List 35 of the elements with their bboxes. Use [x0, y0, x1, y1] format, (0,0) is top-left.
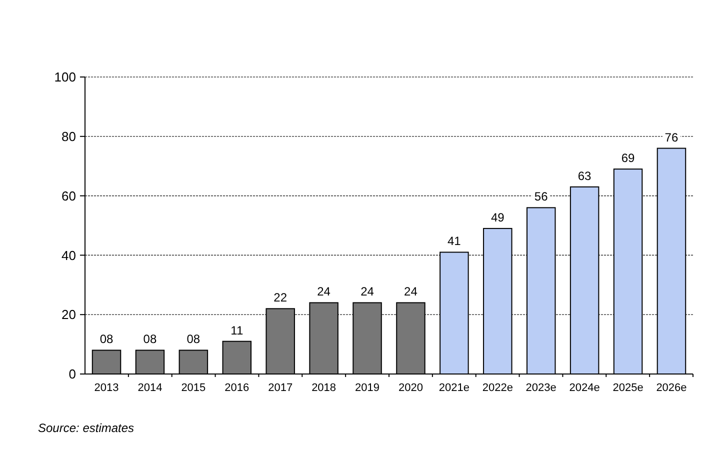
- x-tick-label: 2025e: [612, 382, 644, 394]
- data-label: 69: [621, 151, 636, 166]
- data-label: 24: [404, 284, 418, 299]
- data-label: 22: [274, 290, 288, 305]
- x-tick-label: 2023e: [526, 382, 556, 394]
- data-label: 56: [534, 190, 548, 204]
- x-tick-label: 2022e: [482, 382, 513, 394]
- source-note: Source: estimates: [38, 421, 134, 435]
- x-tick-label: 2018: [312, 382, 336, 394]
- x-tick-label: 2017: [268, 382, 293, 394]
- data-label: 49: [490, 210, 505, 224]
- data-label: 41: [448, 234, 462, 248]
- data-label: 08: [143, 332, 157, 346]
- y-tick-label: 80: [62, 128, 76, 144]
- x-tick-label: 2015: [181, 382, 206, 394]
- data-label: 24: [317, 284, 331, 299]
- x-tick-label: 2013: [94, 382, 119, 394]
- x-tick-label: 2014: [138, 382, 162, 394]
- data-label: 24: [360, 284, 374, 299]
- y-tick-label: 20: [62, 307, 76, 322]
- x-tick-label: 2021e: [438, 382, 470, 394]
- data-label: 63: [578, 168, 592, 183]
- x-tick-label: 2026e: [656, 382, 687, 394]
- x-tick-label: 2020: [398, 382, 423, 394]
- data-label: 76: [664, 130, 678, 144]
- data-label: 08: [186, 332, 200, 346]
- y-tick-label: 60: [62, 188, 76, 204]
- data-label: 08: [100, 332, 114, 346]
- data-label: 11: [230, 323, 244, 338]
- x-tick-label: 2024e: [569, 382, 600, 394]
- y-tick-label: 40: [62, 248, 76, 263]
- y-tick-label: 100: [54, 70, 76, 85]
- x-tick-label: 2016: [224, 382, 250, 394]
- y-tick-label: 0: [68, 366, 76, 382]
- x-tick-label: 2019: [355, 382, 380, 394]
